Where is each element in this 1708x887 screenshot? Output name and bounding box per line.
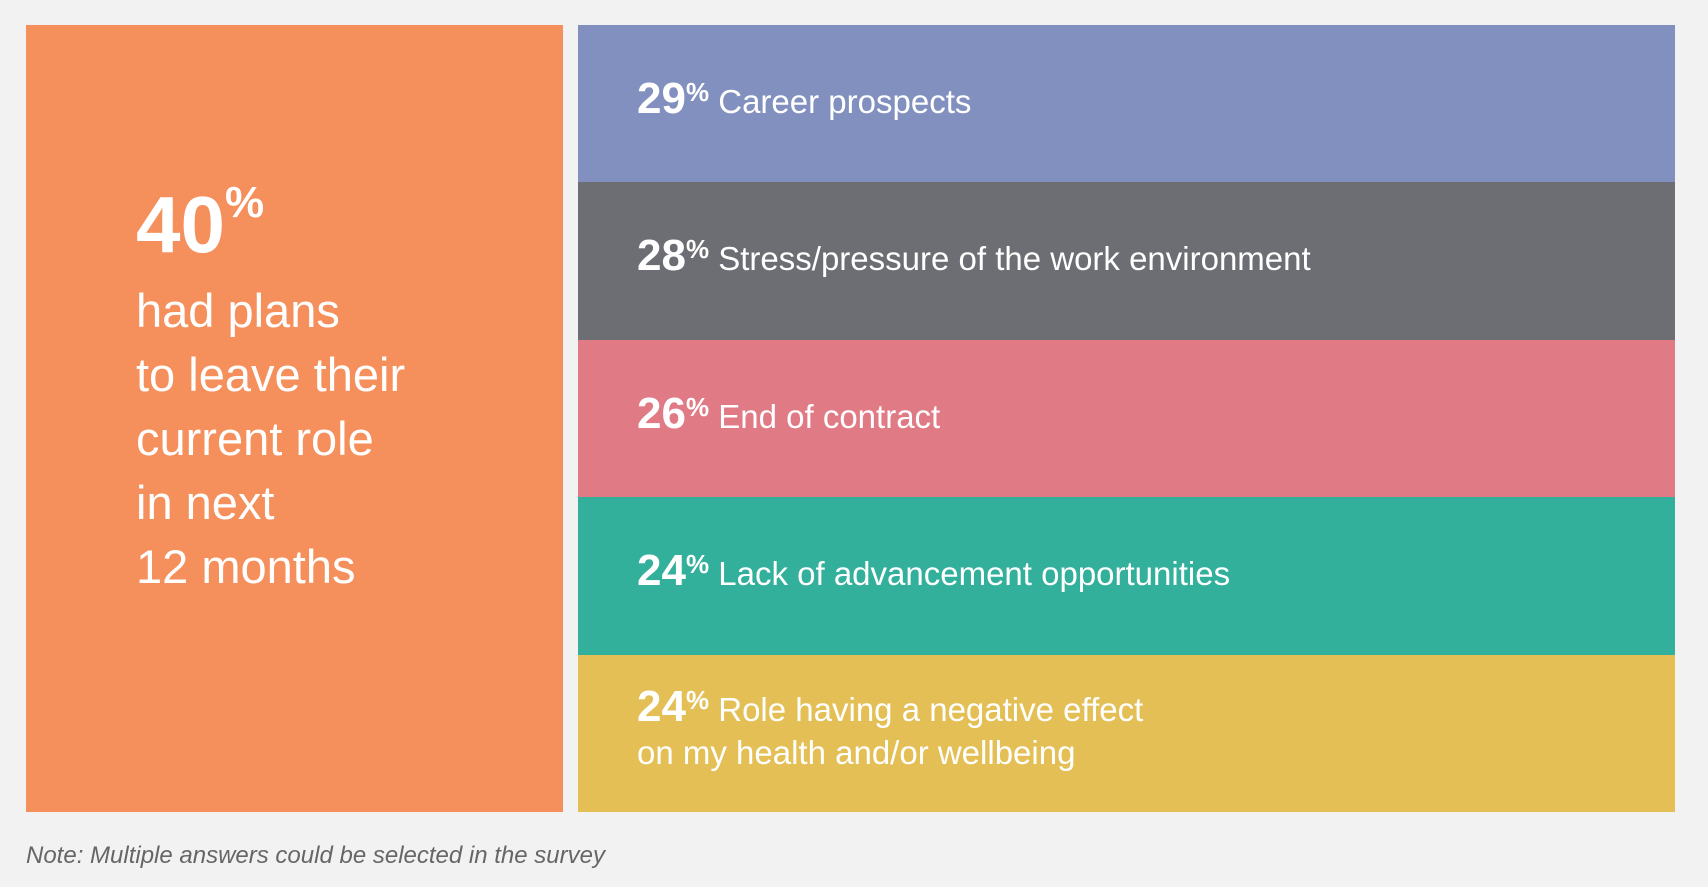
reason-bar: 28% Stress/pressure of the work environm… [578,182,1675,340]
reason-value: 28% [637,231,710,281]
reason-label: Career prospects [718,83,972,120]
reason-label: Stress/pressure of the work environment [718,240,1311,278]
headline-value: 40% [136,178,265,269]
reason-label: End of contract [718,397,941,435]
reason-value: 24% [637,681,710,731]
reason-bar: 24% Lack of advancement opportunities [578,497,1675,655]
reason-text: 24% Lack of advancement opportunities [637,549,1230,595]
reason-bar: 29% Career prospects [578,25,1675,183]
footnote: Note: Multiple answers could be selected… [26,842,605,869]
reason-label: Role having a negative effect [718,690,1144,728]
reason-bar: 24% Role having a negative effect on my h… [578,654,1675,812]
reason-value: 24% [637,546,710,596]
reason-label: Lack of advancement opportunities [718,555,1231,593]
reason-label-line2: on my health and/or wellbeing [637,733,1076,771]
reason-text: 26% End of contract [637,388,941,438]
reasons-list: 29% Career prospects 28% Stress/pressure … [578,25,1675,812]
reason-bar: 26% End of contract [578,339,1675,498]
reason-text: 24% Role having a negative effect on my h… [637,681,1144,774]
headline-text: had plans to leave their current role in… [136,284,406,593]
headline-panel: 40% had plans to leave their current rol… [26,25,563,812]
reason-text: 28% Stress/pressure of the work environm… [637,234,1311,280]
reason-value: 29% [637,74,710,123]
reason-value: 26% [637,388,710,438]
reason-text: 29% Career prospects [637,77,971,123]
